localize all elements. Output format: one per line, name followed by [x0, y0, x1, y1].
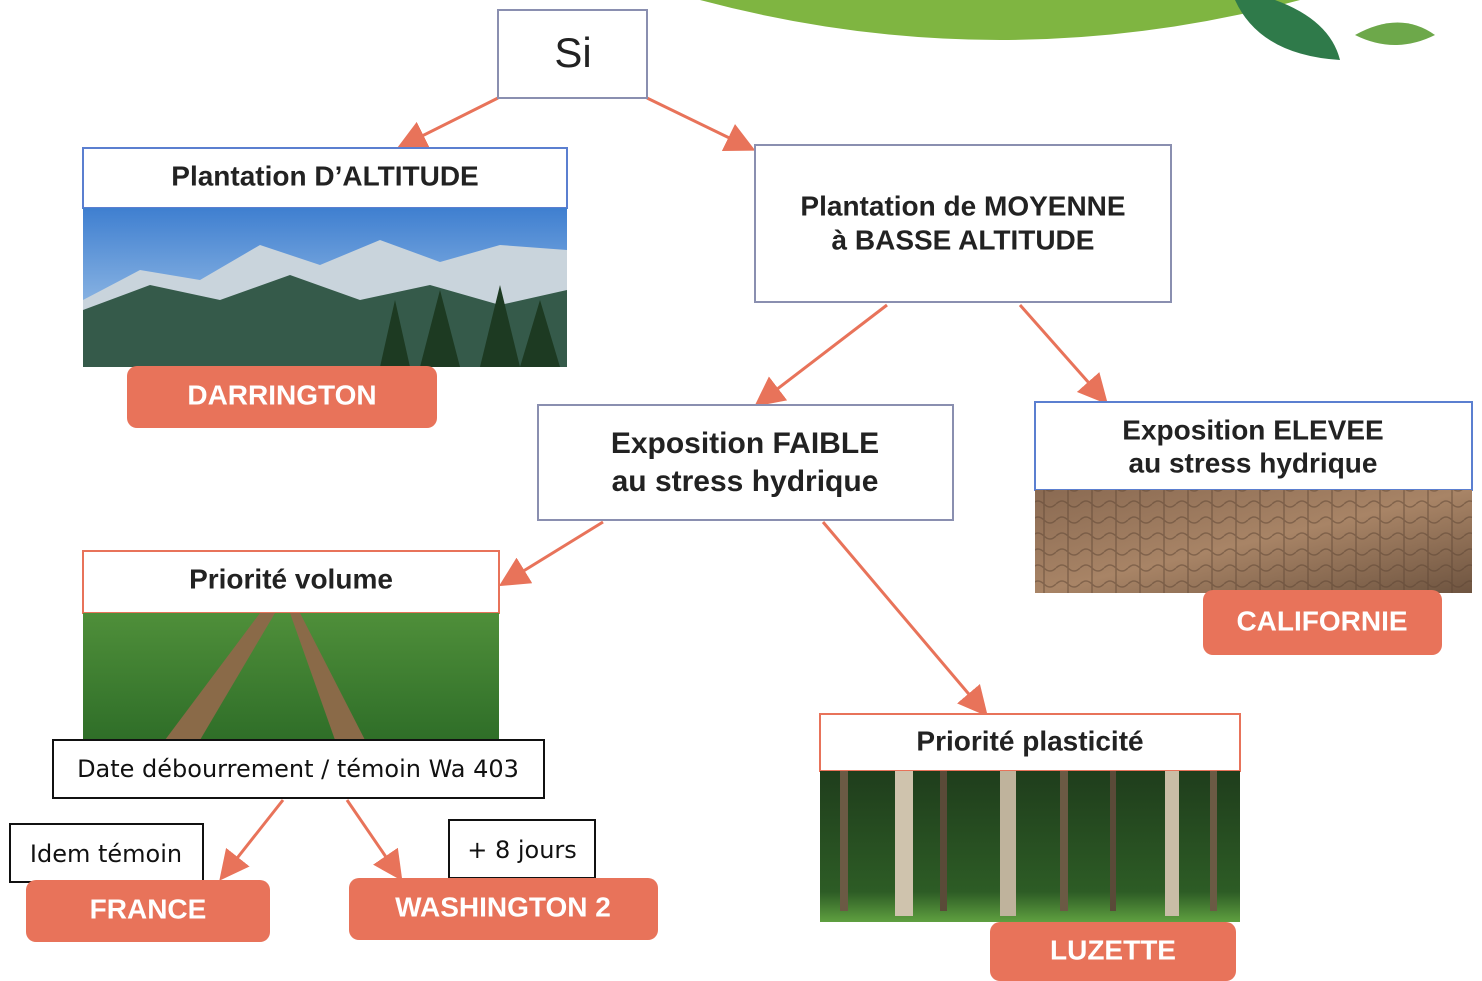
node-title: Priorité plasticité	[916, 725, 1143, 756]
photo-forest	[820, 771, 1240, 922]
result-label: FRANCE	[90, 893, 207, 924]
photo-field	[83, 613, 499, 740]
photo-mountains	[83, 208, 567, 367]
node-label: Exposition ELEVEE	[1122, 414, 1383, 445]
note-label: + 8 jours	[467, 836, 577, 864]
decoration	[700, 0, 1435, 60]
result-label: CALIFORNIE	[1236, 605, 1407, 636]
node-box	[538, 405, 953, 520]
result-label: WASHINGTON 2	[395, 891, 611, 922]
node-label: Exposition FAIBLE	[611, 427, 879, 460]
node-label: à BASSE ALTITUDE	[832, 224, 1095, 255]
node-label: au stress hydrique	[612, 465, 879, 498]
node-label: Plantation de MOYENNE	[800, 190, 1125, 221]
criterion-label: Date débourrement / témoin Wa 403	[77, 755, 519, 783]
diagram: Si Plantation D’ALTITUDE DARRINGTON Plan…	[0, 0, 1482, 981]
note-label: Idem témoin	[30, 840, 182, 868]
node-label: au stress hydrique	[1129, 447, 1378, 478]
root-label: Si	[554, 29, 591, 76]
node-title: Plantation D’ALTITUDE	[171, 160, 478, 191]
node-title: Priorité volume	[189, 563, 393, 594]
result-label: DARRINGTON	[187, 379, 376, 410]
photo-dry-soil	[1035, 490, 1472, 593]
result-label: LUZETTE	[1050, 934, 1176, 965]
